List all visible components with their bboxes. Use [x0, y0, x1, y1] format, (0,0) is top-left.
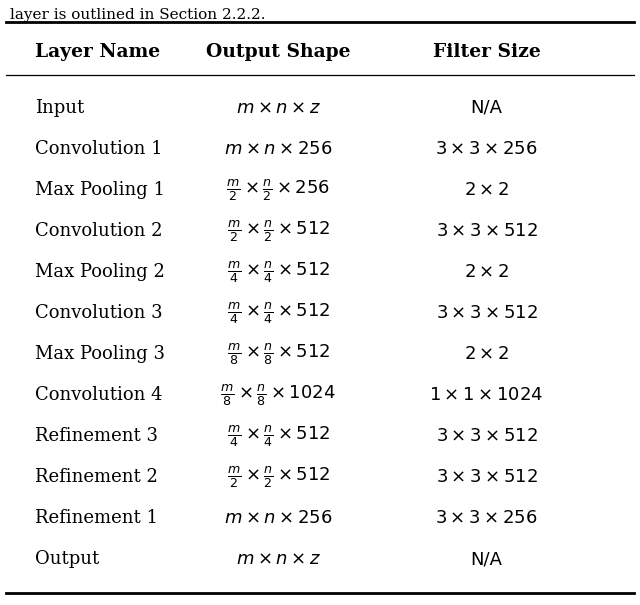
Text: Refinement 2: Refinement 2: [35, 468, 158, 486]
Text: Convolution 4: Convolution 4: [35, 386, 163, 404]
Text: Max Pooling 1: Max Pooling 1: [35, 181, 165, 199]
Text: $2 \times 2$: $2 \times 2$: [464, 345, 509, 363]
Text: $3 \times 3 \times 512$: $3 \times 3 \times 512$: [436, 304, 537, 322]
Text: $3 \times 3 \times 256$: $3 \times 3 \times 256$: [435, 140, 538, 158]
Text: $\frac{m}{4} \times \frac{n}{4} \times 512$: $\frac{m}{4} \times \frac{n}{4} \times 5…: [227, 300, 330, 326]
Text: Input: Input: [35, 99, 84, 117]
Text: $2 \times 2$: $2 \times 2$: [464, 181, 509, 199]
Text: $\frac{m}{2} \times \frac{n}{2} \times 256$: $\frac{m}{2} \times \frac{n}{2} \times 2…: [227, 177, 330, 203]
Text: layer is outlined in Section 2.2.2.: layer is outlined in Section 2.2.2.: [10, 8, 266, 22]
Text: $m \times n \times 256$: $m \times n \times 256$: [224, 509, 333, 527]
Text: Convolution 1: Convolution 1: [35, 140, 163, 158]
Text: $\frac{m}{2} \times \frac{n}{2} \times 512$: $\frac{m}{2} \times \frac{n}{2} \times 5…: [227, 464, 330, 490]
Text: N/A: N/A: [470, 550, 502, 568]
Text: $m \times n \times 256$: $m \times n \times 256$: [224, 140, 333, 158]
Text: Output Shape: Output Shape: [206, 43, 351, 61]
Text: $\frac{m}{4} \times \frac{n}{4} \times 512$: $\frac{m}{4} \times \frac{n}{4} \times 5…: [227, 259, 330, 285]
Text: Max Pooling 3: Max Pooling 3: [35, 345, 165, 363]
Text: Refinement 1: Refinement 1: [35, 509, 158, 527]
Text: $3 \times 3 \times 512$: $3 \times 3 \times 512$: [436, 222, 537, 240]
Text: $\frac{m}{8} \times \frac{n}{8} \times 512$: $\frac{m}{8} \times \frac{n}{8} \times 5…: [227, 341, 330, 367]
Text: $\frac{m}{8} \times \frac{n}{8} \times 1024$: $\frac{m}{8} \times \frac{n}{8} \times 1…: [221, 382, 336, 408]
Text: Convolution 2: Convolution 2: [35, 222, 163, 240]
Text: $3 \times 3 \times 512$: $3 \times 3 \times 512$: [436, 468, 537, 486]
Text: $2 \times 2$: $2 \times 2$: [464, 263, 509, 281]
Text: Refinement 3: Refinement 3: [35, 427, 158, 445]
Text: Filter Size: Filter Size: [433, 43, 540, 61]
Text: Convolution 3: Convolution 3: [35, 304, 163, 322]
Text: Max Pooling 2: Max Pooling 2: [35, 263, 165, 281]
Text: $\frac{m}{2} \times \frac{n}{2} \times 512$: $\frac{m}{2} \times \frac{n}{2} \times 5…: [227, 218, 330, 244]
Text: $1 \times 1 \times 1024$: $1 \times 1 \times 1024$: [429, 386, 543, 404]
Text: $3 \times 3 \times 256$: $3 \times 3 \times 256$: [435, 509, 538, 527]
Text: N/A: N/A: [470, 99, 502, 117]
Text: $3 \times 3 \times 512$: $3 \times 3 \times 512$: [436, 427, 537, 445]
Text: $m \times n \times z$: $m \times n \times z$: [236, 550, 321, 568]
Text: Output: Output: [35, 550, 99, 568]
Text: $\frac{m}{4} \times \frac{n}{4} \times 512$: $\frac{m}{4} \times \frac{n}{4} \times 5…: [227, 423, 330, 449]
Text: $m \times n \times z$: $m \times n \times z$: [236, 99, 321, 117]
Text: Layer Name: Layer Name: [35, 43, 161, 61]
